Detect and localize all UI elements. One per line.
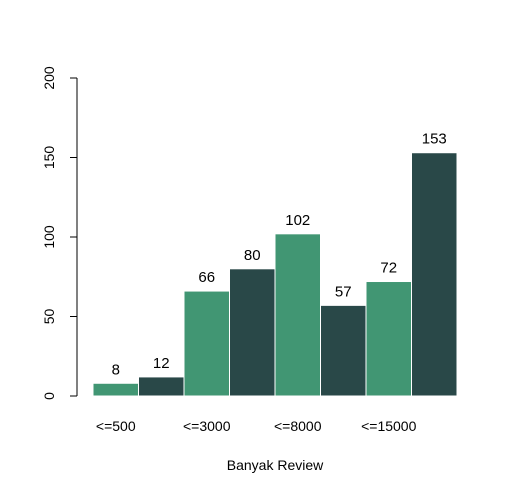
bar xyxy=(229,268,276,397)
y-tick-label: 150 xyxy=(41,146,57,170)
x-axis-label: Banyak Review xyxy=(227,457,324,473)
x-tick-label: <=500 xyxy=(96,418,136,434)
y-axis: 0 50 100 150 200 xyxy=(41,66,78,400)
bar xyxy=(92,382,139,397)
bars xyxy=(92,152,458,397)
y-tick-label: 0 xyxy=(41,392,57,400)
y-tick-label: 50 xyxy=(41,309,57,325)
x-tick-label: <=8000 xyxy=(274,418,322,434)
bar-value-label: 72 xyxy=(380,260,397,277)
value-labels: 8 12 66 80 102 57 72 153 xyxy=(112,131,447,379)
bar-value-label: 8 xyxy=(112,361,120,378)
bar xyxy=(365,281,412,397)
bar xyxy=(183,290,230,397)
bar-value-label: 102 xyxy=(285,212,310,229)
y-tick-label: 100 xyxy=(41,225,57,249)
bar-value-label: 80 xyxy=(244,247,261,264)
bar-value-label: 12 xyxy=(153,355,170,372)
bar xyxy=(274,233,321,397)
bar xyxy=(138,376,185,397)
x-tick-label: <=3000 xyxy=(183,418,231,434)
x-tick-label: <=15000 xyxy=(361,418,416,434)
y-tick-label: 200 xyxy=(41,66,57,90)
x-tick-labels: <=500 <=3000 <=8000 <=15000 xyxy=(96,418,417,434)
bar-value-label: 153 xyxy=(422,131,447,148)
bar xyxy=(411,152,458,397)
bar xyxy=(320,304,367,397)
bar-value-label: 66 xyxy=(198,269,215,286)
bar-value-label: 57 xyxy=(335,283,352,300)
